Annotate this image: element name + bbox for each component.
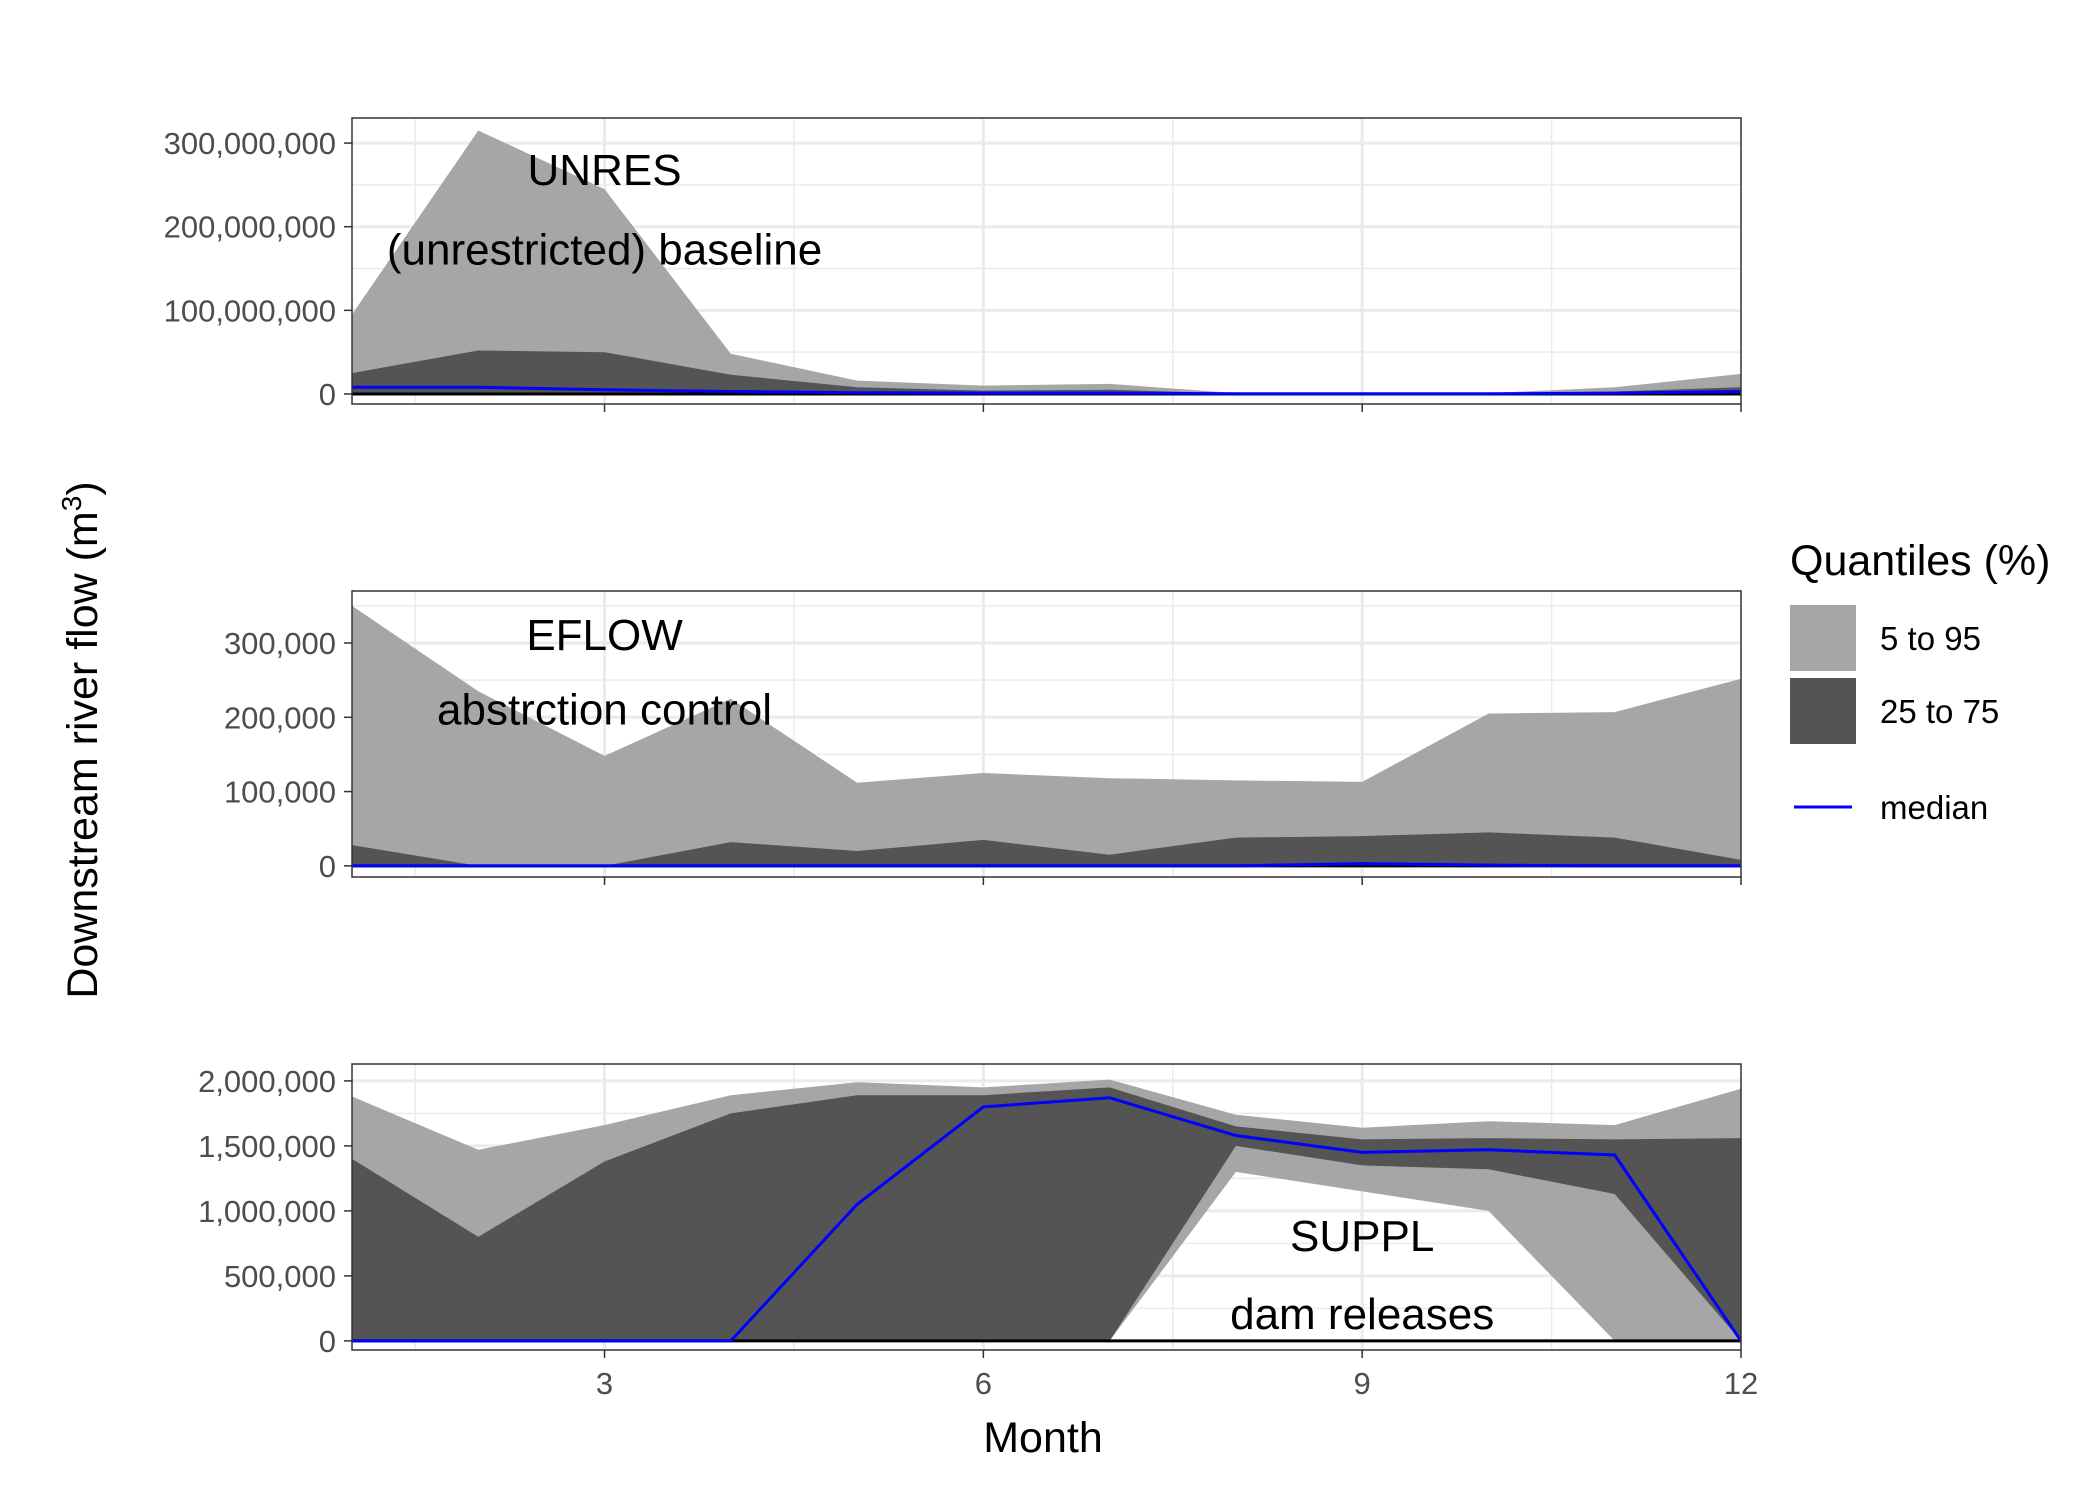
legend-swatch-25-75 bbox=[1790, 678, 1856, 744]
x-tick-label: 3 bbox=[596, 1366, 613, 1401]
median-line bbox=[352, 862, 1741, 868]
panel-border bbox=[351, 1063, 1742, 1351]
panel-suppl: SUPPL dam releases 0 500,000 1,000,000 1,500,… bbox=[198, 1063, 1742, 1359]
panel-annotation-line: abstrction control bbox=[437, 686, 772, 735]
legend-label-median: median bbox=[1880, 789, 1988, 826]
y-axis-title: Downstream river flow (m3) bbox=[56, 481, 107, 998]
y-tick-label: 100,000,000 bbox=[164, 293, 336, 328]
y-tick-label: 200,000 bbox=[224, 700, 336, 735]
legend-label-5-95: 5 to 95 bbox=[1880, 620, 1981, 657]
panel-annotation-line: (unrestricted) baseline bbox=[387, 225, 822, 274]
x-tick-label: 9 bbox=[1354, 1366, 1371, 1401]
facet-panels: UNRES (unrestricted) baseline 0 100,000,000… bbox=[164, 117, 1742, 1359]
y-tick-label: 100,000 bbox=[224, 775, 336, 810]
y-tick-label: 200,000,000 bbox=[164, 210, 336, 245]
band-5-95 bbox=[352, 605, 1741, 866]
legend-title: Quantiles (%) bbox=[1790, 537, 2050, 585]
y-tick-label: 0 bbox=[319, 377, 336, 412]
band-25-75 bbox=[352, 350, 1741, 394]
panel-annotation-line: EFLOW bbox=[526, 611, 683, 660]
y-tick-label: 1,000,000 bbox=[198, 1194, 336, 1229]
x-tick-label: 6 bbox=[975, 1366, 992, 1401]
y-tick-label: 500,000 bbox=[224, 1259, 336, 1294]
y-tick-label: 300,000,000 bbox=[164, 126, 336, 161]
panel-annotation-line: UNRES bbox=[528, 146, 682, 195]
y-tick-label: 0 bbox=[319, 849, 336, 884]
legend-swatch-5-95 bbox=[1790, 605, 1856, 671]
legend: Quantiles (%) 5 to 95 25 to 75 median bbox=[1790, 537, 2050, 826]
panel-annotation-line: dam releases bbox=[1230, 1290, 1494, 1339]
panel-border bbox=[351, 590, 1742, 878]
legend-label-25-75: 25 to 75 bbox=[1880, 693, 1999, 730]
y-tick-label: 1,500,000 bbox=[198, 1129, 336, 1164]
y-tick-label: 2,000,000 bbox=[198, 1064, 336, 1099]
band-5-95 bbox=[352, 130, 1741, 394]
band-25-75 bbox=[352, 832, 1741, 866]
x-axis-title: Month bbox=[983, 1414, 1103, 1462]
y-tick-label: 300,000 bbox=[224, 626, 336, 661]
panel-eflow: EFLOW abstrction control 0 100,000 200,000 30… bbox=[224, 590, 1742, 885]
median-line bbox=[352, 1096, 1741, 1343]
panel-annotation-line: SUPPL bbox=[1290, 1212, 1434, 1261]
median-line bbox=[352, 385, 1741, 396]
panel-border bbox=[351, 117, 1742, 405]
panel-unres: UNRES (unrestricted) baseline 0 100,000,000… bbox=[164, 117, 1742, 412]
y-tick-label: 0 bbox=[319, 1324, 336, 1359]
x-tick-label: 12 bbox=[1724, 1366, 1758, 1401]
x-axis: 3 6 9 12 bbox=[596, 1366, 1758, 1401]
